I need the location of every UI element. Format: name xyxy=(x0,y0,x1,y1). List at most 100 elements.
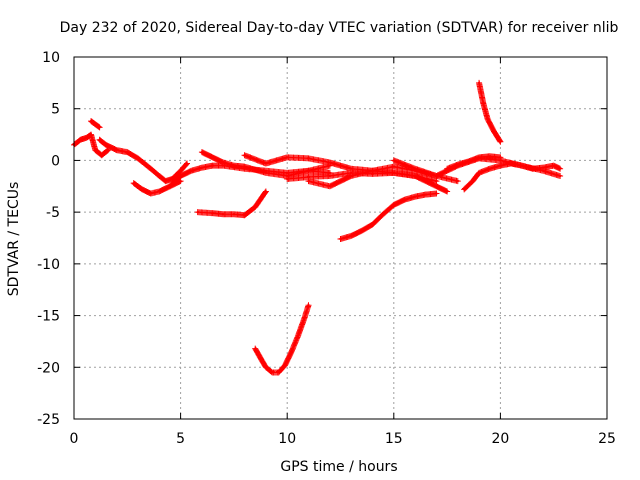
x-axis-label: GPS time / hours xyxy=(280,459,397,475)
data-point xyxy=(477,156,481,159)
data-point xyxy=(392,165,395,168)
y-tick-label: 0 xyxy=(51,153,60,169)
data-point xyxy=(170,177,174,181)
data-point xyxy=(471,179,474,183)
data-point xyxy=(222,164,225,167)
data-point xyxy=(196,210,199,214)
data-point xyxy=(200,150,204,154)
data-point xyxy=(499,156,502,159)
data-point xyxy=(435,174,438,178)
chart-title: Day 232 of 2020, Sidereal Day-to-day VTE… xyxy=(60,20,619,36)
data-point xyxy=(456,163,459,166)
data-point xyxy=(243,165,246,168)
data-point xyxy=(200,166,204,169)
data-point xyxy=(371,172,374,176)
series-trail xyxy=(476,79,504,145)
data-point xyxy=(232,164,236,167)
data-point xyxy=(541,166,545,169)
data-point xyxy=(499,140,502,144)
data-point xyxy=(222,161,225,164)
data-point xyxy=(260,358,263,362)
data-point xyxy=(98,138,101,141)
data-point xyxy=(307,179,310,183)
data-point xyxy=(349,234,353,238)
x-tick-label: 5 xyxy=(176,431,185,447)
x-tick-label: 15 xyxy=(385,431,403,447)
series-trail xyxy=(252,302,312,376)
data-point xyxy=(232,213,236,216)
data-point xyxy=(488,167,491,170)
series-arc-14 xyxy=(461,160,564,193)
data-point xyxy=(531,167,534,170)
y-tick-label: -5 xyxy=(46,205,60,221)
data-point xyxy=(488,155,491,158)
data-point xyxy=(254,347,257,350)
data-point xyxy=(424,193,427,196)
data-point xyxy=(520,164,523,167)
data-point xyxy=(286,177,289,181)
data-point xyxy=(435,192,438,195)
series-arc-16 xyxy=(444,153,504,172)
data-point xyxy=(104,143,108,147)
data-point xyxy=(381,213,385,216)
data-point xyxy=(264,162,268,165)
data-point xyxy=(328,161,332,164)
data-point xyxy=(254,205,257,209)
data-point xyxy=(392,171,395,175)
data-point xyxy=(392,203,395,207)
data-point xyxy=(286,174,289,178)
series-arc-08 xyxy=(252,302,312,376)
data-point xyxy=(98,126,101,129)
data-point xyxy=(243,154,246,157)
data-point xyxy=(456,179,459,183)
y-tick-label: -20 xyxy=(37,360,60,376)
data-point xyxy=(106,148,110,152)
data-point xyxy=(190,169,193,172)
data-point xyxy=(89,119,93,123)
data-point xyxy=(149,192,152,195)
data-point xyxy=(277,371,280,374)
data-point xyxy=(552,164,555,167)
data-point xyxy=(307,169,310,172)
x-tick-label: 25 xyxy=(598,431,616,447)
data-point xyxy=(126,150,129,154)
data-point xyxy=(158,174,161,178)
series-arc-02 xyxy=(88,118,103,131)
data-point xyxy=(303,317,306,320)
data-point xyxy=(168,185,172,188)
data-point xyxy=(94,148,97,152)
data-point xyxy=(179,174,182,178)
data-point xyxy=(403,198,406,201)
data-point xyxy=(132,181,135,185)
data-point xyxy=(328,164,332,167)
series-trail xyxy=(461,160,564,193)
data-point xyxy=(286,156,289,159)
data-point xyxy=(339,237,342,241)
data-point xyxy=(290,350,293,353)
y-axis-label: SDTVAR / TECUs xyxy=(6,182,22,297)
data-point xyxy=(349,167,353,170)
data-point xyxy=(360,229,364,232)
data-point xyxy=(371,223,374,226)
data-point xyxy=(435,179,438,183)
data-point xyxy=(94,123,97,126)
data-point xyxy=(264,366,268,369)
data-point xyxy=(499,164,502,167)
x-tick-label: 20 xyxy=(491,431,509,447)
x-tick-label: 10 xyxy=(278,431,296,447)
series-arc-12 xyxy=(337,190,440,243)
data-point xyxy=(371,169,374,172)
data-point xyxy=(143,162,146,165)
series-arc-07 xyxy=(194,188,269,219)
grid-lines xyxy=(74,57,607,419)
data-point xyxy=(558,174,562,178)
data-point xyxy=(445,167,449,170)
data-point xyxy=(328,171,332,175)
data-point xyxy=(328,185,332,188)
data-point xyxy=(296,335,300,338)
data-point xyxy=(328,174,332,178)
data-point xyxy=(486,117,489,121)
data-point xyxy=(149,167,152,170)
series-arc-06 xyxy=(198,149,333,179)
